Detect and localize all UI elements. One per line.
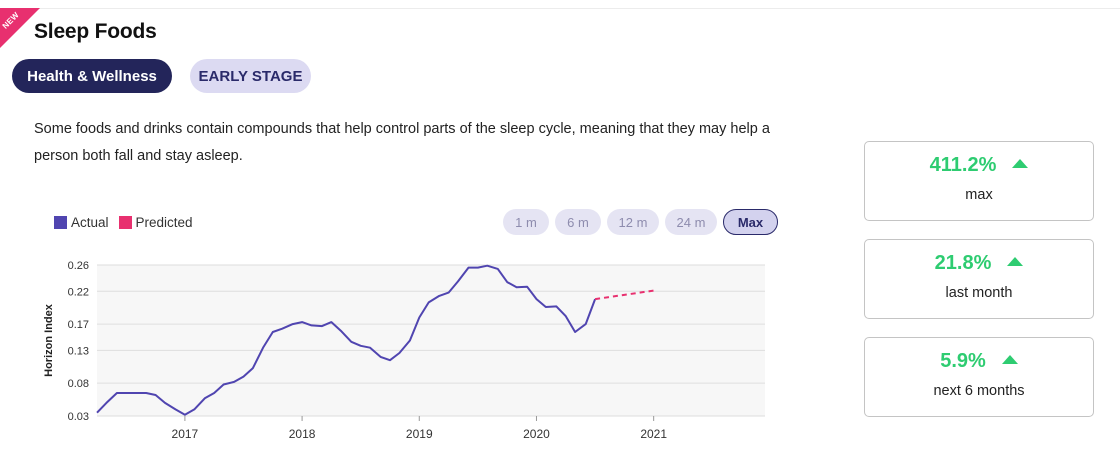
range-1m-button[interactable]: 1 m — [503, 209, 549, 235]
stat-max: 411.2% max — [864, 141, 1094, 221]
category-tag[interactable]: Health & Wellness — [12, 59, 172, 93]
y-tick-label: 0.08 — [68, 378, 89, 390]
trend-up-icon — [1012, 159, 1029, 168]
trend-up-icon — [1001, 355, 1018, 364]
stat-next-6-months-label: next 6 months — [933, 383, 1025, 399]
range-max-button[interactable]: Max — [723, 209, 778, 235]
y-tick-label: 0.22 — [68, 286, 89, 298]
stat-last-month: 21.8% last month — [864, 239, 1094, 319]
stat-max-label: max — [965, 187, 993, 203]
x-tick-label: 2021 — [640, 427, 667, 441]
y-tick-label: 0.17 — [68, 319, 89, 331]
range-6m-button[interactable]: 6 m — [555, 209, 601, 235]
range-12m-button[interactable]: 12 m — [607, 209, 659, 235]
y-axis-label: Horizon Index — [43, 303, 55, 377]
horizon-index-chart: 0.26 0.22 0.17 0.13 0.08 0.03 2017 2018 2019 2020… — [43, 260, 765, 441]
stat-max-value: 411.2% — [929, 154, 997, 176]
x-tick-label: 2019 — [406, 427, 433, 441]
page-title: Sleep Foods — [34, 20, 157, 43]
legend-actual-label: Actual — [71, 215, 109, 230]
y-tick-label: 0.13 — [68, 345, 89, 357]
chart-legend: Actual Predicted — [54, 215, 203, 230]
x-tick-label: 2018 — [289, 427, 316, 441]
trend-description: Some foods and drinks contain compounds … — [34, 121, 770, 164]
new-badge: NEW — [0, 8, 42, 50]
stat-next-6-months: 5.9% next 6 months — [864, 337, 1094, 417]
stat-last-month-label: last month — [945, 285, 1013, 301]
x-tick-label: 2020 — [523, 427, 550, 441]
actual-series-line — [96, 264, 597, 416]
x-tick-label: 2017 — [172, 427, 199, 441]
legend-predicted: Predicted — [118, 215, 193, 230]
y-tick-label: 0.26 — [68, 260, 89, 272]
predicted-series-line — [594, 289, 654, 301]
legend-predicted-label: Predicted — [135, 215, 193, 230]
legend-actual: Actual — [54, 215, 109, 230]
stage-tag[interactable]: EARLY STAGE — [190, 59, 311, 93]
trend-up-icon — [1007, 257, 1024, 266]
range-24m-button[interactable]: 24 m — [665, 209, 717, 235]
legend-predicted-swatch — [118, 216, 132, 229]
plot-area — [97, 265, 765, 416]
stat-next-6-months-value: 5.9% — [940, 350, 986, 372]
y-tick-label: 0.03 — [68, 411, 89, 423]
stat-last-month-value: 21.8% — [934, 252, 992, 274]
time-range-selector: 1 m 6 m 12 m 24 m Max — [503, 209, 778, 235]
legend-actual-swatch — [54, 216, 67, 229]
